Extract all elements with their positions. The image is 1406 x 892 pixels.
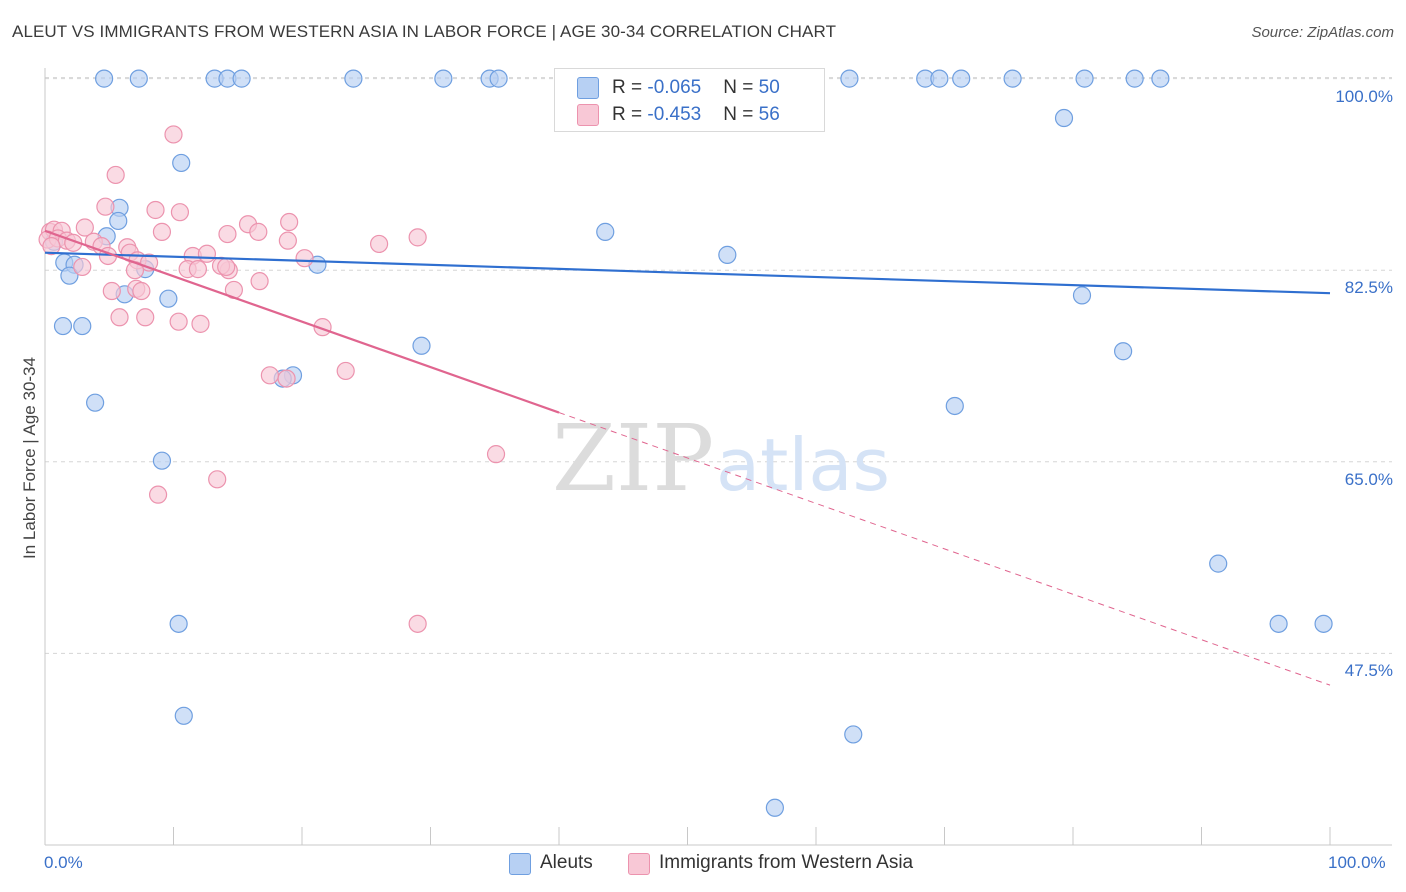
aleut-point [129,69,148,88]
r-value: -0.453 [647,104,702,125]
aleut-point [718,245,737,264]
r-value: -0.065 [647,77,702,98]
western-asia-point [106,165,125,185]
aleut-point [53,316,73,336]
aleut-point [596,222,615,241]
aleut-point [844,725,863,744]
aleut-point [765,798,784,817]
aleut-point [1314,614,1333,633]
aleut-point [1151,69,1170,88]
western-asia-point [148,485,168,504]
chart-title: ALEUT VS IMMIGRANTS FROM WESTERN ASIA IN… [12,22,837,41]
western-asia-point [336,361,355,381]
n-label: N = [723,77,759,98]
western-asia-point [164,125,183,144]
legend-text-western-asia: R = -0.453 N = 56 [612,104,780,126]
western-asia-point [486,445,506,464]
western-asia-swatch [628,853,650,875]
aleut-point [109,211,128,231]
aleut-point [1054,108,1074,128]
bottom-legend-label: Immigrants from Western Asia [659,852,914,873]
aleut-point [344,69,363,88]
aleut-point [159,289,178,308]
western-asia-point [102,281,121,301]
western-asia-point [408,614,427,633]
aleut-point [73,316,92,336]
western-asia-point [169,312,188,331]
aleut-point [945,396,964,416]
western-asia-point [191,314,210,333]
aleut-point [169,614,188,633]
aleut-trend-line [44,251,1331,295]
aleut-point [1003,69,1022,88]
western-asia-point [152,222,172,241]
western-asia-point [295,249,314,268]
y-tick-label: 82.5% [1344,278,1393,298]
aleut-point [86,393,105,412]
x-tick-label-max: 100.0% [1328,853,1386,872]
aleut-point [930,69,949,88]
aleut-point [1075,69,1094,88]
western-asia-point [249,222,268,241]
western-asia-point [260,366,279,385]
aleut-point [60,266,79,285]
legend-text-aleuts: R = -0.065 N = 50 [612,77,780,99]
aleut-point [489,69,508,88]
source-note: Source: ZipAtlas.com [1251,24,1394,41]
watermark-zip: ZIP [552,405,714,512]
western-asia-trend-extension [558,412,1331,686]
aleut-point [1114,342,1133,361]
aleut-point [952,69,971,88]
n-value: 56 [758,104,780,125]
correlation-legend: R = -0.065 N = 50 R = -0.453 N = 56 [554,68,825,132]
western-asia-point [208,470,227,489]
aleut-point [1209,554,1228,573]
aleut-point [174,706,193,725]
western-asia-point [250,272,269,291]
n-value: 50 [758,77,780,98]
western-asia-point [75,218,94,237]
x-tick-label-min: 0.0% [44,853,83,872]
western-asia-point [217,257,236,277]
bottom-legend-label: Aleuts [540,852,593,873]
western-asia-point [408,228,427,247]
western-asia-point [96,197,115,216]
western-asia-swatch [577,104,599,126]
aleut-swatch [509,853,531,875]
aleut-swatch [577,77,599,99]
aleut-point [412,336,431,355]
western-asia-point [170,203,190,222]
aleut-point [1125,69,1144,88]
r-label: R = [612,104,648,125]
western-asia-point [73,257,92,277]
aleut-point [152,451,172,470]
aleut-point [1269,614,1288,633]
watermark-atlas: atlas [716,423,890,507]
western-asia-point [146,200,165,220]
western-asia-point [197,244,217,263]
western-asia-trend-line [44,229,560,414]
western-asia-point [277,369,296,388]
aleut-point [95,69,114,88]
aleut-point [232,69,251,88]
western-asia-point [42,237,61,256]
western-asia-point [110,308,129,327]
aleut-point [434,69,453,88]
western-asia-point [188,260,208,279]
y-tick-label: 100.0% [1335,86,1393,106]
western-asia-point [132,281,151,301]
r-label: R = [612,77,648,98]
aleut-point [840,69,859,88]
y-tick-label: 65.0% [1344,469,1393,489]
aleut-point [172,153,191,173]
y-tick-label: 47.5% [1344,661,1393,681]
n-label: N = [723,104,759,125]
western-asia-point [278,231,297,250]
western-asia-point [136,308,155,327]
western-asia-point [370,234,389,254]
western-asia-point [218,224,237,244]
aleut-point [1072,286,1092,305]
western-asia-point [280,212,299,232]
